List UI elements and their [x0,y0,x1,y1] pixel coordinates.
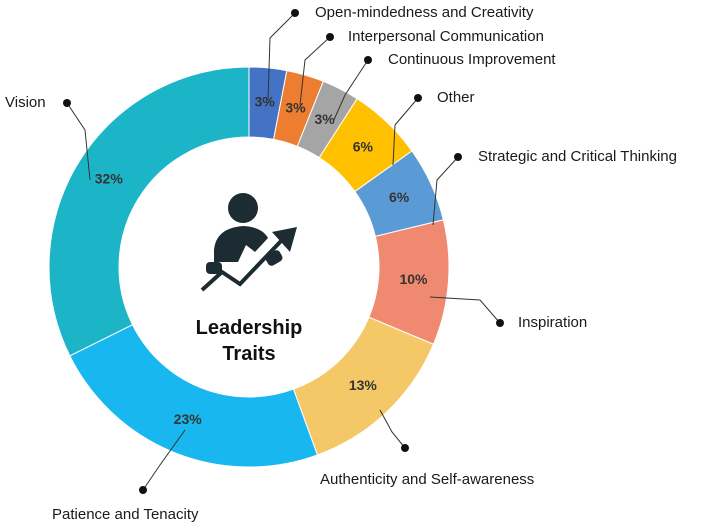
category-label: Strategic and Critical Thinking [478,148,677,165]
value-label: 32% [95,171,124,187]
value-label: 10% [399,271,428,287]
category-label: Continuous Improvement [388,51,556,68]
category-label: Inspiration [518,314,587,331]
category-label: Other [437,89,475,106]
leader-dot [364,56,372,64]
leader-line [66,102,91,181]
category-label: Interpersonal Communication [348,28,544,45]
leader-dot [326,33,334,41]
leader-line [432,156,459,226]
value-label: 3% [285,99,306,115]
leader-line [332,59,369,123]
donut-segment [69,324,319,468]
value-label: 6% [389,189,410,205]
value-label: 6% [353,138,374,154]
leader-line [392,97,419,166]
value-label: 23% [174,411,203,427]
leader-dot [63,99,71,107]
value-label: 3% [314,111,335,127]
leader-dot [401,444,409,452]
value-label: 13% [349,377,378,393]
leader-dot [414,94,422,102]
donut-segment [48,66,250,357]
leader-line [142,429,186,491]
center-title: Leadership Traits [195,317,303,365]
leader-dot [139,486,147,494]
category-label: Vision [5,94,46,111]
leader-line [299,36,331,106]
leader-line [429,296,501,324]
leader-dot [496,319,504,327]
category-label: Patience and Tenacity [52,506,199,523]
leadership-icon [200,193,297,292]
category-label: Open-mindedness and Creativity [315,4,534,21]
category-label: Authenticity and Self-awareness [320,471,534,488]
leader-dot [454,153,462,161]
leader-dot [291,9,299,17]
value-label: 3% [255,93,276,109]
leader-line [267,12,296,101]
leader-line [379,409,406,449]
